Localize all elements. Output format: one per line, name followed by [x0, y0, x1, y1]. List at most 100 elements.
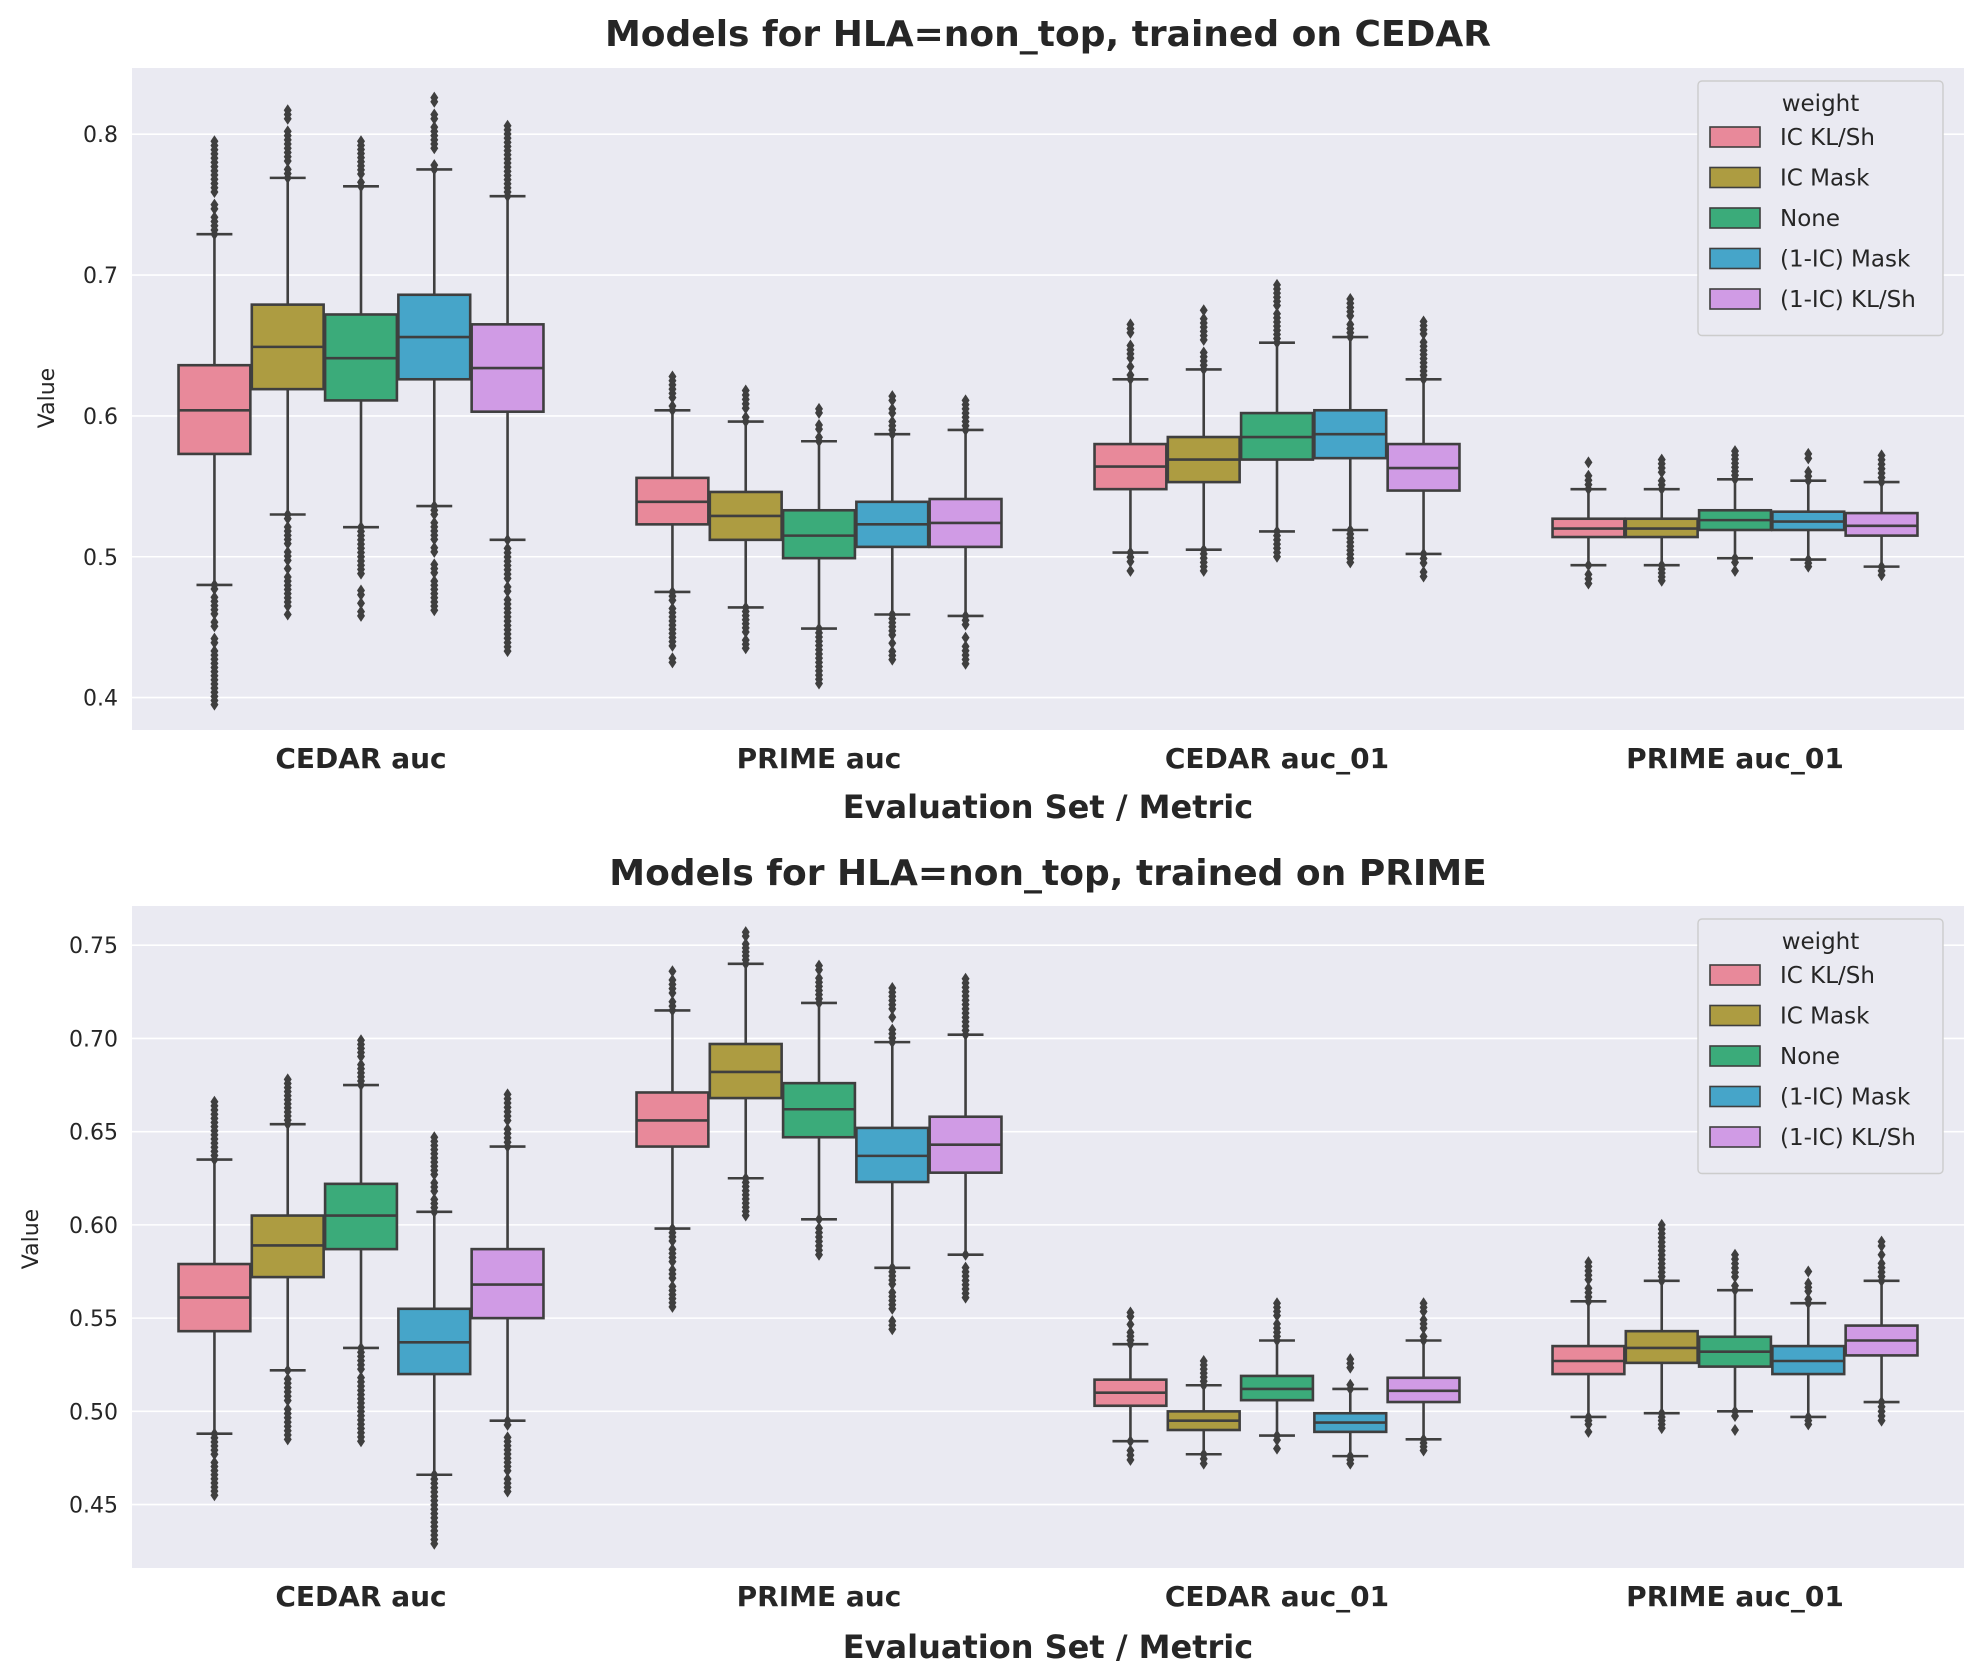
outlier-point	[210, 620, 219, 633]
outlier-point	[888, 1011, 897, 1024]
outlier-point	[1731, 564, 1739, 577]
x-tick-label: CEDAR auc	[275, 742, 446, 775]
outlier-point	[1346, 292, 1355, 305]
outlier-point	[1419, 1297, 1428, 1310]
outlier-point	[1273, 1442, 1281, 1455]
outlier-point	[1877, 569, 1886, 582]
legend-label: IC Mask	[1780, 1004, 1870, 1030]
outlier-point	[1126, 1318, 1135, 1331]
panel-trained-on-cedar: 0.4 0.5 0.6 0.7 0.8 Models for HLA=non_top, …	[35, 14, 1964, 826]
box	[1313, 1353, 1388, 1470]
outlier-point	[668, 1272, 677, 1285]
y-tick-label: 0.45	[69, 1494, 118, 1519]
outlier-point	[668, 1300, 677, 1313]
chart-title: Models for HLA=non_top, trained on PRIME	[609, 853, 1486, 894]
y-axis-label: Value	[19, 1209, 44, 1269]
outlier-point	[1273, 278, 1281, 291]
outlier-point	[815, 972, 823, 985]
legend-title: weight	[1782, 929, 1860, 955]
box	[1239, 278, 1315, 563]
outlier-point	[357, 1363, 365, 1376]
legend-label: IC KL/Sh	[1780, 125, 1875, 151]
outlier-point	[1584, 456, 1593, 469]
box	[1166, 304, 1241, 577]
outlier-point	[210, 211, 219, 224]
outlier-point	[668, 995, 677, 1008]
y-tick-label: 0.4	[83, 687, 118, 712]
box	[397, 91, 472, 617]
box	[1624, 453, 1699, 587]
outlier-point	[1877, 1248, 1886, 1261]
outlier-point	[1731, 1279, 1739, 1292]
outlier-point	[961, 631, 970, 644]
outlier-point	[1419, 1444, 1428, 1457]
outlier-point	[210, 607, 219, 620]
outlier-point	[210, 636, 219, 649]
outlier-point	[668, 1234, 677, 1247]
y-tick-label: 0.60	[69, 1214, 118, 1239]
boxes	[177, 91, 1919, 711]
outlier-point	[1584, 577, 1593, 590]
outlier-point	[1199, 1457, 1208, 1470]
outlier-point	[283, 1073, 292, 1086]
box	[323, 135, 399, 622]
box	[397, 1131, 472, 1550]
box	[1697, 445, 1773, 577]
outlier-point	[741, 937, 750, 950]
outlier-point	[1273, 1317, 1281, 1330]
outlier-point	[210, 1489, 219, 1502]
legend: weight IC KL/Sh IC Mask None (1-IC) Mask (1-I…	[1697, 80, 1944, 337]
outlier-point	[283, 163, 292, 176]
y-tick-label: 0.5	[83, 546, 118, 571]
outlier-point	[357, 597, 365, 610]
outlier-point	[888, 1023, 897, 1036]
outlier-point	[430, 533, 439, 546]
box	[708, 926, 783, 1222]
outlier-point	[1877, 1235, 1886, 1248]
outlier-point	[888, 982, 897, 995]
legend-swatch	[1709, 964, 1761, 986]
outlier-point	[210, 698, 219, 711]
outlier-point	[283, 562, 292, 575]
outlier-point	[210, 135, 219, 148]
legend-label: None	[1780, 206, 1840, 232]
x-axis-label: Evaluation Set / Metric	[843, 1628, 1253, 1666]
outlier-point	[1584, 1282, 1593, 1295]
outlier-point	[888, 628, 897, 641]
legend-swatch	[1709, 1085, 1761, 1108]
box	[1844, 1235, 1919, 1427]
outlier-point	[888, 390, 897, 403]
outlier-point	[357, 135, 365, 148]
x-tick-label: PRIME auc	[737, 1580, 902, 1613]
box	[1166, 1355, 1241, 1470]
box	[1771, 447, 1846, 573]
legend-swatch	[1709, 166, 1761, 189]
outlier-point	[961, 657, 970, 670]
outlier-point	[430, 91, 439, 104]
outlier-point	[741, 926, 750, 939]
outlier-point	[430, 108, 439, 121]
outlier-point	[741, 642, 750, 655]
box	[1697, 1248, 1773, 1437]
outlier-point	[1657, 1422, 1666, 1435]
outlier-point	[1126, 360, 1135, 373]
outlier-point	[1199, 1355, 1208, 1368]
legend-swatch	[1709, 1004, 1761, 1027]
outlier-point	[283, 608, 292, 621]
outlier-point	[1804, 465, 1813, 478]
outlier-point	[1804, 1277, 1813, 1290]
box	[250, 104, 325, 621]
legend-label: None	[1780, 1044, 1840, 1070]
outlier-point	[888, 1323, 897, 1336]
outlier-point	[430, 566, 439, 579]
box-iqr	[1844, 511, 1919, 537]
outlier-point	[1419, 315, 1428, 328]
outlier-point	[1346, 556, 1355, 569]
x-tick-label: CEDAR auc_01	[1165, 1580, 1389, 1613]
outlier-point	[1731, 1410, 1739, 1423]
outlier-point	[283, 600, 292, 613]
outlier-point	[430, 508, 439, 521]
outlier-point	[503, 1485, 512, 1498]
box	[635, 370, 710, 669]
outlier-point	[503, 1464, 512, 1477]
